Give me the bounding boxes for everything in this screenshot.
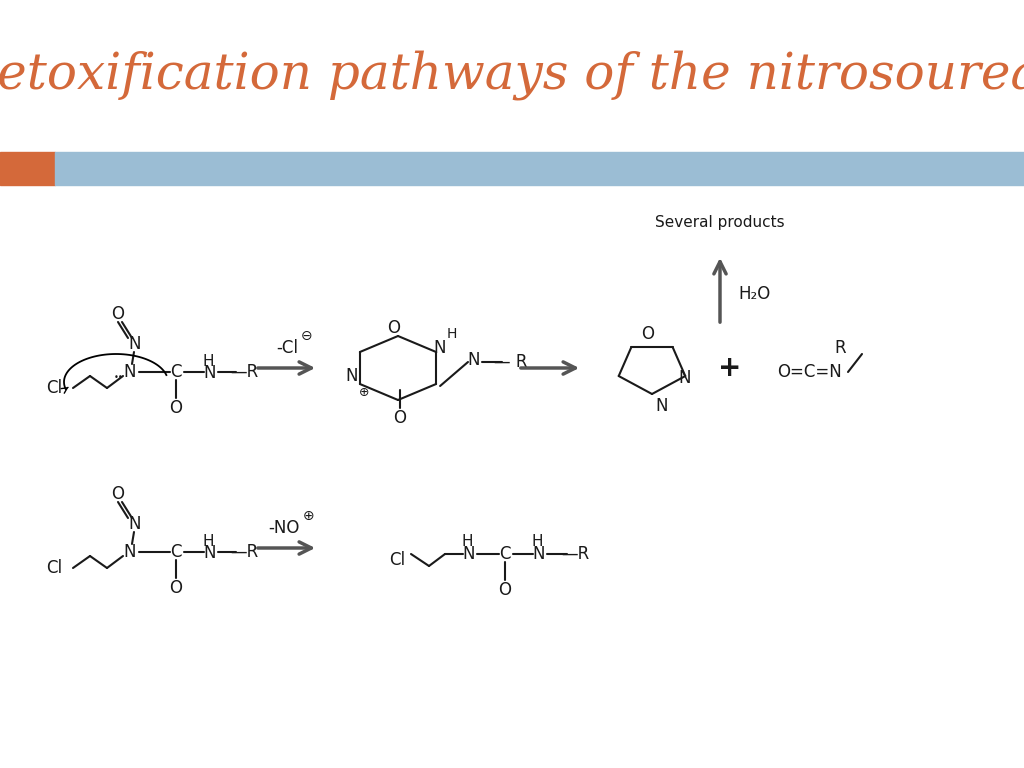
Text: Cl: Cl (46, 379, 62, 397)
Text: N: N (679, 369, 691, 387)
Text: N: N (129, 515, 141, 533)
Text: O: O (170, 579, 182, 597)
Text: N: N (204, 544, 216, 562)
Text: -Cl: -Cl (276, 339, 298, 357)
Text: ⊖: ⊖ (301, 329, 312, 343)
Text: Cl: Cl (389, 551, 406, 569)
Text: H: H (446, 327, 457, 341)
Text: C: C (500, 545, 511, 563)
Text: — R: — R (495, 353, 527, 371)
Text: Cl: Cl (46, 559, 62, 577)
Text: —R: —R (229, 363, 258, 381)
Text: N: N (124, 363, 136, 381)
Text: —R: —R (561, 545, 589, 563)
Text: O=C=N: O=C=N (777, 363, 843, 381)
Text: —R: —R (229, 543, 258, 561)
Text: +: + (718, 354, 741, 382)
Text: O: O (112, 305, 125, 323)
Text: O: O (112, 485, 125, 503)
Text: H: H (461, 535, 473, 549)
Text: H: H (203, 534, 214, 548)
Text: O: O (499, 581, 512, 599)
Text: O: O (387, 319, 400, 337)
Text: Several products: Several products (655, 214, 784, 230)
Text: -NO: -NO (268, 519, 300, 537)
Text: N: N (204, 364, 216, 382)
Text: N: N (346, 367, 358, 385)
Text: H: H (203, 353, 214, 369)
Bar (55, 152, 1024, 185)
Text: ⊕: ⊕ (358, 386, 370, 399)
Text: N: N (655, 397, 669, 415)
Bar (0, 152, 55, 185)
Text: R: R (835, 339, 846, 357)
Text: ⊕: ⊕ (303, 509, 314, 523)
Text: N: N (532, 545, 545, 563)
Text: H: H (531, 535, 543, 549)
Text: H₂O: H₂O (738, 285, 770, 303)
Text: N: N (129, 335, 141, 353)
Text: O: O (170, 399, 182, 417)
Text: N: N (468, 351, 480, 369)
Text: O: O (641, 325, 654, 343)
Text: N: N (463, 545, 475, 563)
Text: N: N (434, 339, 446, 357)
Text: N: N (124, 543, 136, 561)
Text: ••: •• (114, 373, 124, 382)
Text: C: C (170, 363, 181, 381)
Text: C: C (170, 543, 181, 561)
Text: Detoxification pathways of the nitrosoureas: Detoxification pathways of the nitrosour… (0, 50, 1024, 100)
Text: O: O (393, 409, 407, 427)
